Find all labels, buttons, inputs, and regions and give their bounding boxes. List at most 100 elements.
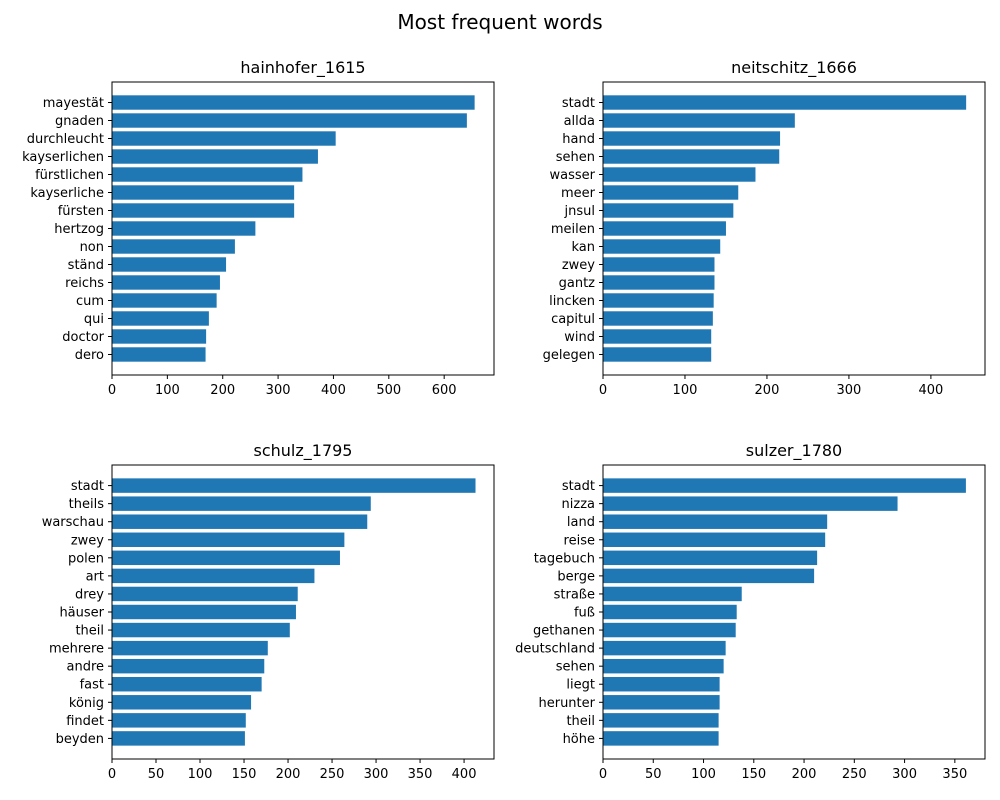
y-tick-label: wasser — [550, 168, 596, 183]
y-tick-label: land — [567, 515, 595, 530]
bar — [112, 203, 295, 218]
y-tick-label: zwey — [71, 533, 104, 548]
x-tick-label: 50 — [645, 767, 662, 782]
bar — [603, 149, 780, 164]
subplot-title: schulz_1795 — [254, 441, 353, 461]
bar — [112, 167, 303, 182]
bar — [112, 311, 209, 326]
x-tick-label: 250 — [320, 767, 345, 782]
y-tick-label: beyden — [56, 732, 104, 747]
x-tick-label: 400 — [918, 383, 943, 398]
y-tick-label: sehen — [556, 150, 595, 165]
bar — [603, 604, 737, 620]
bar — [603, 347, 712, 362]
bar — [112, 568, 315, 584]
bar — [603, 293, 714, 308]
x-tick-label: 100 — [691, 767, 716, 782]
bar — [112, 221, 256, 236]
y-tick-label: herunter — [538, 696, 595, 711]
x-tick-label: 100 — [155, 383, 180, 398]
x-tick-label: 150 — [232, 767, 257, 782]
bar — [603, 568, 815, 584]
x-tick-label: 200 — [755, 383, 780, 398]
y-tick-label: durchleucht — [27, 132, 104, 147]
y-tick-label: tagebuch — [534, 551, 595, 566]
y-tick-label: meilen — [551, 222, 595, 237]
y-tick-label: lincken — [549, 294, 595, 309]
y-tick-label: dero — [75, 348, 104, 363]
figure-title: Most frequent words — [397, 10, 603, 34]
bar — [603, 167, 756, 182]
bar — [603, 203, 734, 218]
bar — [603, 275, 715, 290]
x-tick-label: 0 — [108, 383, 116, 398]
subplot-1: hainhofer_1615 mayestät gnaden durchleucht k… — [22, 58, 495, 398]
y-tick-label: hertzog — [54, 222, 104, 237]
y-tick-label: gantz — [559, 276, 596, 291]
x-tick-label: 500 — [376, 383, 401, 398]
x-tick-label: 300 — [364, 767, 389, 782]
y-tick-label: warschau — [42, 515, 104, 530]
bar — [603, 185, 739, 200]
x-tick-label: 100 — [673, 383, 698, 398]
x-tick-label: 200 — [276, 767, 301, 782]
y-tick-label: gelegen — [543, 348, 595, 363]
y-tick-label: mehrere — [49, 642, 104, 657]
bar — [112, 658, 265, 674]
x-tick-label: 400 — [321, 383, 346, 398]
y-tick-label: mayestät — [43, 96, 104, 111]
y-tick-label: meer — [561, 186, 596, 201]
bar — [112, 149, 318, 164]
y-tick-label: polen — [68, 551, 104, 566]
axes-frame — [602, 81, 986, 376]
bar — [112, 275, 220, 290]
y-tick-label: kayserlichen — [22, 150, 104, 165]
y-tick-label: fürsten — [58, 204, 104, 219]
x-tick-label: 150 — [741, 767, 766, 782]
y-tick-label: könig — [69, 696, 104, 711]
bar — [603, 514, 828, 529]
y-tick-label: reise — [564, 533, 595, 548]
x-tick-label: 300 — [837, 383, 862, 398]
y-tick-label: wind — [564, 330, 595, 345]
bar — [603, 640, 726, 656]
y-tick-label: ständ — [68, 258, 104, 273]
y-tick-label: reichs — [65, 276, 104, 291]
y-tick-label: häuser — [59, 606, 104, 621]
subplot-title: sulzer_1780 — [746, 441, 842, 461]
bar — [603, 622, 736, 638]
x-tick-label: 350 — [408, 767, 433, 782]
bar — [603, 221, 726, 236]
y-tick-label: deutschland — [515, 642, 595, 657]
x-tick-label: 0 — [599, 767, 607, 782]
y-tick-label: jnsul — [564, 204, 595, 219]
x-tick-label: 0 — [599, 383, 607, 398]
bar — [603, 532, 826, 547]
bar — [603, 550, 818, 566]
y-tick-label: liegt — [566, 678, 595, 693]
axes-frame — [111, 464, 495, 760]
x-tick-label: 250 — [842, 767, 867, 782]
bar — [112, 713, 246, 728]
bar — [112, 185, 295, 200]
x-tick-label: 100 — [188, 767, 213, 782]
bar — [112, 478, 476, 493]
bar — [112, 695, 252, 710]
bar — [112, 329, 207, 344]
x-tick-label: 200 — [210, 383, 235, 398]
y-tick-label: capitul — [551, 312, 595, 327]
bar — [603, 329, 712, 344]
y-tick-label: kan — [571, 240, 595, 255]
bar — [603, 658, 724, 674]
y-tick-label: theil — [75, 624, 104, 639]
y-tick-label: kayserliche — [30, 186, 104, 201]
bar — [112, 347, 206, 362]
subplot-title: neitschitz_1666 — [731, 58, 857, 78]
bar — [603, 695, 720, 710]
bar — [112, 640, 268, 656]
bar — [603, 311, 713, 326]
